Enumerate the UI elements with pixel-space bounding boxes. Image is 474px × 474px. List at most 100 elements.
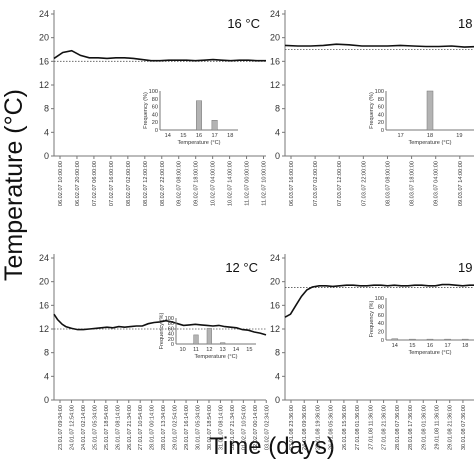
x-tick-label: 28.01.08 17:36:00: [408, 405, 414, 450]
inset-y-axis-title: Frequency (%): [369, 92, 375, 129]
y-tick-label: 12: [39, 80, 49, 90]
y-axis-title: Temperature (°C): [0, 89, 28, 281]
histogram-bar: [391, 338, 399, 341]
inset-x-tick-label: 18: [462, 343, 468, 349]
x-tick-label: 23.01.08 23:36:00: [289, 405, 295, 450]
histogram-bar: [461, 338, 469, 341]
inset-y-tick-label: 80: [152, 97, 158, 103]
histogram-bar: [444, 338, 451, 341]
inset-x-tick-label: 10: [180, 347, 186, 353]
y-tick-label: 24: [270, 253, 280, 263]
y-tick-label: 16: [270, 300, 280, 310]
chart-panel-1: 0 4 8 12 16 20 24 06.02.07 10:00:00 06.02.07 20:…: [39, 9, 268, 206]
inset-y-tick-label: 0: [381, 338, 384, 344]
y-tick-label: 20: [39, 277, 49, 287]
inset-y-tick-label: 0: [381, 128, 384, 134]
inset-x-axis-title: Temperature (°C): [409, 350, 452, 356]
x-tick-label: 09.03.07 14:00:00: [458, 161, 464, 206]
inset-y-axis-title: Frequency (%): [143, 92, 149, 129]
x-tick-label: 08.02.07 22:00:00: [160, 161, 166, 206]
y-tick-label: 16: [39, 300, 49, 310]
x-tick-label: 23.01.07 09:34:00: [58, 405, 64, 450]
x-tick-label: 07.03.07 12:00:00: [337, 161, 343, 206]
x-tick-label: 25.01.07 18:54:00: [104, 405, 110, 450]
x-tick-label: 31.01.07 08:14:00: [218, 405, 224, 450]
x-tick-label: 06.03.07 16:00:00: [289, 161, 295, 206]
x-tick-label: 25.01.07 05:34:00: [92, 405, 98, 450]
x-tick-label: 11.02.07 10:00:00: [262, 161, 268, 206]
x-tick-label: 08.02.07 02:00:00: [126, 161, 132, 206]
x-tick-label: 29.01.07 16:14:00: [184, 405, 190, 450]
inset-x-tick-label: 12: [206, 347, 212, 353]
inset-x-tick-label: 17: [398, 133, 404, 139]
y-tick-label: 24: [270, 9, 280, 19]
x-tick-label: 27.01.08 11:36:00: [368, 405, 374, 450]
x-tick-label: 27.01.07 10:54:00: [138, 405, 144, 450]
inset-y-tick-label: 100: [375, 296, 384, 302]
x-tick-label: 30.01.07 18:54:00: [207, 405, 213, 450]
y-tick-label: 4: [275, 371, 280, 381]
x-tick-label: 28.01.08 07:36:00: [395, 405, 401, 450]
histogram-bar: [211, 120, 218, 131]
y-tick-label: 4: [44, 371, 49, 381]
inset-x-tick-label: 15: [409, 343, 415, 349]
x-tick-label: 29.01.08 01:36:00: [421, 405, 427, 450]
inset-y-tick-label: 80: [378, 97, 384, 103]
inset-y-tick-label: 100: [149, 89, 158, 95]
temperature-series-line: [284, 43, 474, 48]
inset-x-tick-label: 15: [246, 347, 252, 353]
panel-title: 16 °C: [227, 16, 260, 31]
temperature-series-line: [53, 313, 267, 336]
x-tick-label: 06.02.07 20:00:00: [75, 161, 81, 206]
x-tick-label: 28.01.07 00:14:00: [150, 405, 156, 450]
inset-y-tick-label: 0: [171, 342, 174, 348]
inset-y-tick-label: 60: [168, 326, 174, 332]
x-tick-label: 06.02.07 10:00:00: [58, 161, 64, 206]
inset-y-tick-label: 20: [168, 337, 174, 343]
inset-y-axis-title: Frequency (%): [369, 301, 375, 338]
x-tick-label: 07.03.07 22:00:00: [361, 161, 367, 206]
y-tick-label: 12: [39, 324, 49, 334]
inset-x-axis-title: Temperature (°C): [195, 354, 238, 360]
y-tick-label: 24: [39, 9, 49, 19]
inset-x-tick-label: 14: [233, 347, 239, 353]
x-tick-label: 10.02.07 14:00:00: [228, 161, 234, 206]
inset-y-tick-label: 20: [152, 120, 158, 126]
inset-x-axis-title: Temperature (°C): [178, 140, 221, 146]
inset-x-tick-label: 16: [427, 343, 433, 349]
x-tick-label: 29.01.08 21:36:00: [448, 405, 454, 450]
y-tick-label: 12: [270, 324, 280, 334]
x-tick-label: 02.02.07 00:14:00: [253, 405, 259, 450]
x-tick-label: 09.03.07 04:00:00: [434, 161, 440, 206]
x-tick-label: 28.01.07 13:34:00: [161, 405, 167, 450]
y-tick-label: 8: [44, 104, 49, 114]
histogram-bar: [426, 90, 434, 131]
y-tick-label: 0: [275, 151, 280, 161]
x-tick-label: 26.01.08 05:36:00: [329, 405, 335, 450]
x-tick-label: 08.03.07 18:00:00: [410, 161, 416, 206]
x-tick-label: 31.01.07 21:34:00: [230, 405, 236, 450]
x-tick-label: 07.03.07 02:00:00: [313, 161, 319, 206]
y-tick-label: 24: [39, 253, 49, 263]
y-tick-label: 20: [270, 277, 280, 287]
x-tick-label: 07.02.07 16:00:00: [109, 161, 115, 206]
inset-x-tick-label: 18: [227, 133, 233, 139]
inset-y-axis-title: Frequency (%): [159, 313, 165, 350]
histogram-bar: [426, 338, 434, 341]
inset-x-tick-label: 18: [427, 133, 433, 139]
inset-x-tick-label: 14: [392, 343, 398, 349]
y-tick-label: 4: [275, 127, 280, 137]
x-tick-label: 30.01.07 05:34:00: [196, 405, 202, 450]
inset-y-tick-label: 100: [165, 316, 174, 322]
x-tick-label: 27.01.08 01:36:00: [355, 405, 361, 450]
inset-x-tick-label: 17: [444, 343, 450, 349]
y-tick-label: 0: [44, 151, 49, 161]
x-tick-label: 09.02.07 08:00:00: [177, 161, 183, 206]
x-tick-label: 24.01.08 09:36:00: [302, 405, 308, 450]
inset-x-tick-label: 11: [193, 347, 199, 353]
panel-title: 12 °C: [225, 260, 258, 275]
x-tick-label: 07.02.07 06:00:00: [92, 161, 98, 206]
inset-x-tick-label: 13: [220, 347, 226, 353]
x-tick-label: 29.01.08 11:36:00: [434, 405, 440, 450]
x-tick-label: 01.02.07 10:54:00: [241, 405, 247, 450]
